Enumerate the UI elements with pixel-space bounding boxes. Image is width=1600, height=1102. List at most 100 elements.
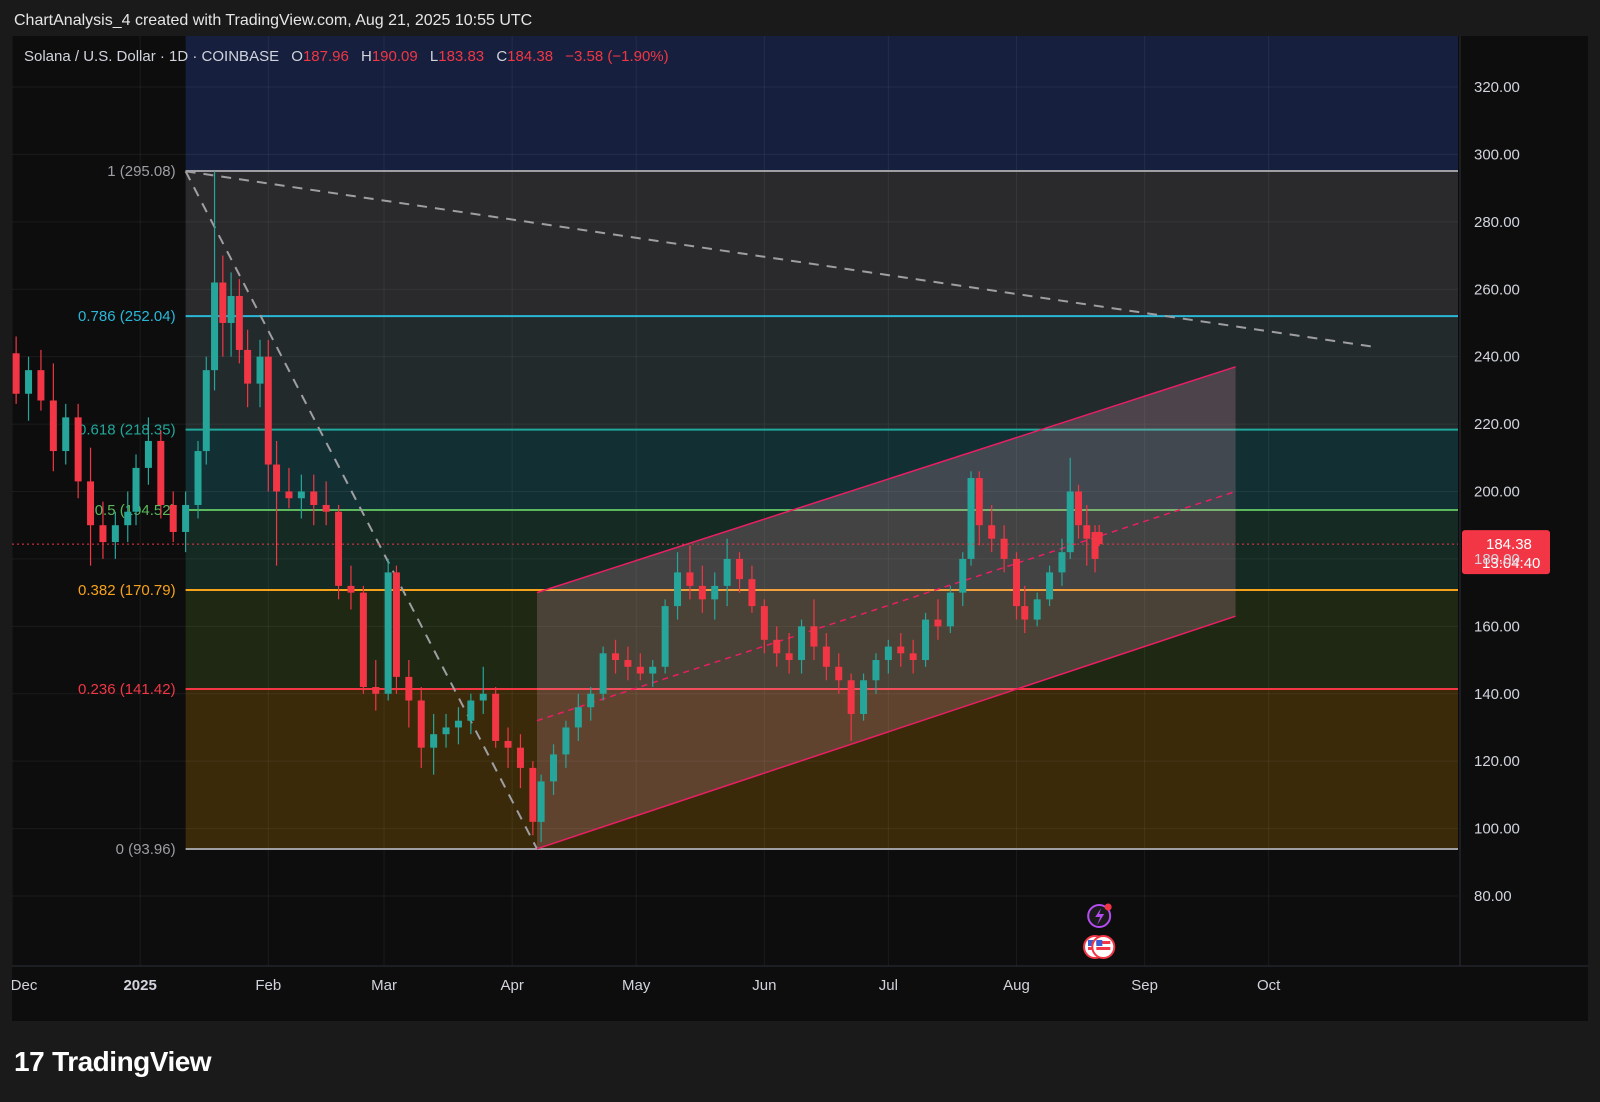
candle <box>897 633 905 667</box>
price-tick-label: 260.00 <box>1474 281 1520 298</box>
candle <box>698 565 706 613</box>
candle-body <box>723 558 731 586</box>
candle-body <box>430 734 438 748</box>
symbol-legend[interactable]: Solana / U.S. Dollar · 1D · COINBASE O18… <box>24 48 669 65</box>
flag-stripe <box>1096 947 1111 950</box>
fib-band <box>185 688 1458 849</box>
candle-body <box>975 478 983 526</box>
current-price-badge <box>1462 530 1550 575</box>
candle-body <box>785 653 793 661</box>
candle-body <box>273 464 281 492</box>
candle-body <box>99 525 107 543</box>
candle <box>810 599 818 661</box>
candle <box>975 471 983 546</box>
candle-body <box>959 558 967 593</box>
candle-body <box>1033 599 1041 620</box>
candle <box>244 329 252 408</box>
candle-body <box>144 440 152 468</box>
candle <box>124 491 132 543</box>
candle <box>967 471 975 566</box>
candle-body <box>587 693 595 708</box>
time-tick-label: Oct <box>1257 977 1281 994</box>
candle <box>835 653 843 694</box>
high-label: H <box>361 48 372 65</box>
candle <box>405 660 413 728</box>
candle <box>132 454 140 526</box>
candle-body <box>649 666 657 674</box>
candle <box>909 639 917 674</box>
fib-level-label: 0.618 (218.35) <box>78 422 176 439</box>
candle <box>235 279 243 364</box>
candle <box>74 403 82 499</box>
candle <box>884 639 892 674</box>
candle <box>574 693 582 741</box>
tradingview-logo[interactable]: 17 TradingView <box>14 1046 212 1078</box>
candle <box>372 660 380 711</box>
candle <box>219 255 227 357</box>
grid-lines <box>12 36 1458 966</box>
price-tick-label: 300.00 <box>1474 146 1520 163</box>
candle-body <box>599 653 607 694</box>
time-tick-label: Feb <box>255 977 281 994</box>
candle <box>1091 525 1099 573</box>
candle-body <box>1095 532 1103 545</box>
price-chart[interactable]: 1 (295.08) 0.786 (252.04) 0.618 (218.35) 0.… <box>12 36 1588 1021</box>
lightning-event-icon <box>1087 903 1112 928</box>
candle-body <box>798 626 806 661</box>
time-tick-label: Aug <box>1003 977 1030 994</box>
chart-attribution: ChartAnalysis_4 created with TradingView… <box>14 12 533 29</box>
price-tick-label: 100.00 <box>1474 821 1520 838</box>
candle <box>504 727 512 768</box>
candles <box>12 171 1103 843</box>
candle-body <box>967 478 975 559</box>
candle <box>347 565 355 610</box>
candle-body <box>1046 572 1054 600</box>
candle <box>392 565 400 694</box>
candle <box>612 639 620 674</box>
candle <box>430 713 438 775</box>
candle <box>467 693 475 735</box>
candle <box>946 585 954 634</box>
fib-level-label: 1 (295.08) <box>107 163 175 180</box>
dashed-trendline <box>184 170 538 850</box>
fib-level-label: 0.236 (141.42) <box>78 681 176 698</box>
candle <box>537 774 545 843</box>
us-flag-event-icon <box>1091 935 1116 959</box>
candle-body <box>516 747 524 768</box>
candle-body <box>25 370 33 394</box>
candle <box>872 653 880 694</box>
candle-body <box>87 481 95 526</box>
price-tick-label: 320.00 <box>1474 79 1520 96</box>
candle <box>157 430 165 519</box>
candle-body <box>822 646 830 667</box>
candle <box>529 761 537 836</box>
fib-levels: 1 (295.08) 0.786 (252.04) 0.618 (218.35) 0.… <box>78 163 1458 858</box>
candle <box>37 349 45 411</box>
time-tick-label: Jun <box>752 977 776 994</box>
candle-body <box>748 579 756 607</box>
notification-dot <box>1104 903 1112 911</box>
candle-body <box>297 491 305 499</box>
candle <box>202 356 210 465</box>
candle <box>297 474 305 519</box>
symbol-name: Solana / U.S. Dollar · 1D · COINBASE <box>24 48 280 65</box>
candle-body <box>946 592 954 627</box>
lightning-bolt <box>1095 908 1105 925</box>
time-tick-label: 2025 <box>123 977 156 994</box>
candle-body <box>37 370 45 401</box>
candle-body <box>442 727 450 735</box>
chart-panel[interactable]: 1 (295.08) 0.786 (252.04) 0.618 (218.35) 0.… <box>12 36 1588 1021</box>
price-tick-label: 180.00 <box>1474 551 1520 568</box>
candle <box>847 673 855 741</box>
candle <box>454 707 462 745</box>
candle-body <box>872 660 880 681</box>
candle-body <box>417 700 425 748</box>
candle <box>1075 484 1083 539</box>
candle <box>99 501 107 559</box>
dashed-trendline <box>185 170 1373 348</box>
candle <box>384 558 392 701</box>
candle-body <box>74 417 82 482</box>
candle-body <box>624 660 632 667</box>
tradingview-brand: TradingView <box>52 1046 212 1077</box>
price-axis: 80.00 100.00 120.00 140.00 160.00 180.00 200.0… <box>1459 36 1520 966</box>
